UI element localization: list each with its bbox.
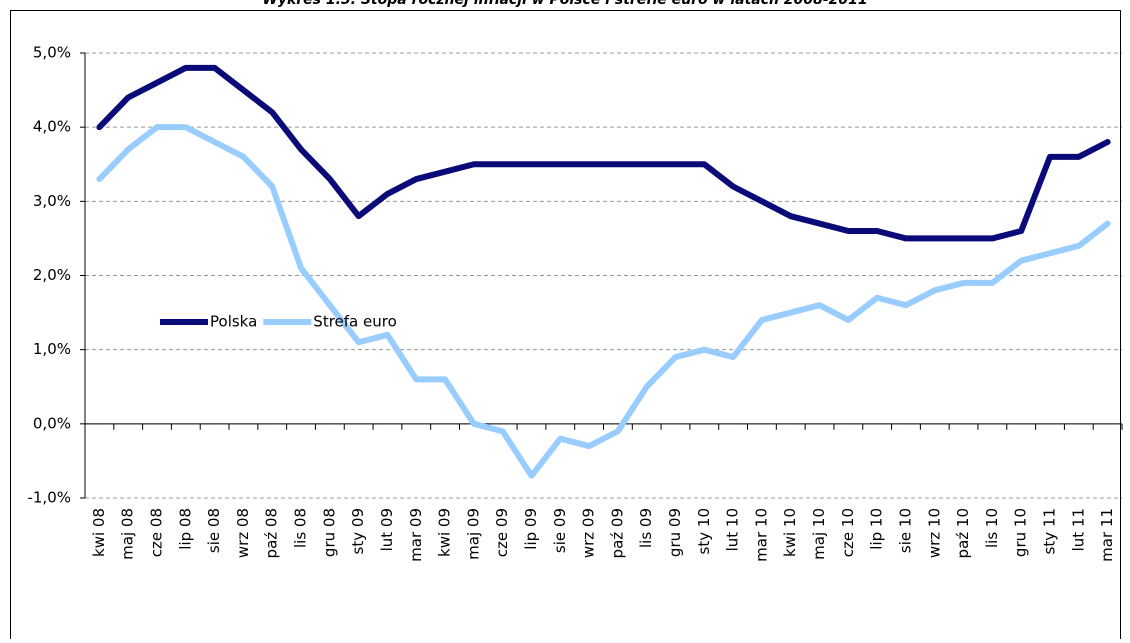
x-tick-label: sie 08	[205, 508, 223, 553]
x-tick-label: kwi 10	[781, 508, 799, 557]
x-tick-label: sie 09	[551, 508, 569, 553]
series-line	[96, 124, 1111, 479]
x-tick-label: lip 08	[176, 508, 194, 550]
x-tick-label: lip 09	[522, 508, 540, 550]
x-tick-label: lis 10	[983, 508, 1001, 548]
x-tick-label: lut 11	[1069, 508, 1087, 551]
y-tick-label: 3,0%	[33, 192, 71, 210]
x-tick-label: lip 10	[868, 508, 886, 550]
x-tick-label: gru 10	[1012, 508, 1030, 557]
x-tick-label: gru 09	[666, 508, 684, 557]
legend-label: Strefa euro	[313, 313, 396, 331]
x-tick-label: gru 08	[320, 508, 338, 557]
x-tick-label: mar 10	[752, 508, 770, 562]
y-tick-label: 4,0%	[33, 118, 71, 136]
x-tick-label: mar 09	[407, 508, 425, 562]
x-tick-label: paź 10	[954, 508, 972, 558]
x-tick-label: maj 09	[464, 508, 482, 560]
x-tick-label: sty 11	[1040, 508, 1058, 554]
x-tick-label: cze 08	[148, 508, 166, 557]
y-tick-label: 5,0%	[33, 44, 71, 62]
x-tick-label: lut 10	[724, 508, 742, 551]
x-tick-label: maj 08	[119, 508, 137, 560]
x-tick-label: lis 08	[292, 508, 310, 548]
x-tick-label: cze 09	[493, 508, 511, 557]
x-tick-label: kwi 09	[436, 508, 454, 557]
x-tick-label: lut 09	[378, 508, 396, 551]
y-tick-label: 1,0%	[33, 340, 71, 358]
x-tick-label: mar 11	[1098, 508, 1116, 562]
frame	[10, 10, 1121, 643]
x-tick-label: sty 10	[695, 508, 713, 554]
x-tick-label: kwi 08	[90, 508, 108, 557]
x-tick-label: lis 09	[637, 508, 655, 548]
x-tick-label: paź 08	[263, 508, 281, 558]
series-line	[96, 64, 1111, 242]
y-tick-label: 2,0%	[33, 266, 71, 284]
x-tick-label: maj 10	[810, 508, 828, 560]
x-tick-label: cze 10	[839, 508, 857, 557]
x-tick-label: sty 09	[349, 508, 367, 554]
chart-title: Wykres 1.5. Stopa rocznej inflacji w Pol…	[262, 0, 867, 8]
y-tick-label: -1,0%	[27, 489, 71, 507]
y-tick-label: 0,0%	[33, 414, 71, 432]
x-tick-label: sie 10	[896, 508, 914, 553]
x-tick-label: wrz 09	[580, 508, 598, 558]
x-tick-label: wrz 10	[925, 508, 943, 558]
legend-label: Polska	[210, 313, 257, 331]
x-tick-label: wrz 08	[234, 508, 252, 558]
x-tick-label: paź 09	[608, 508, 626, 558]
